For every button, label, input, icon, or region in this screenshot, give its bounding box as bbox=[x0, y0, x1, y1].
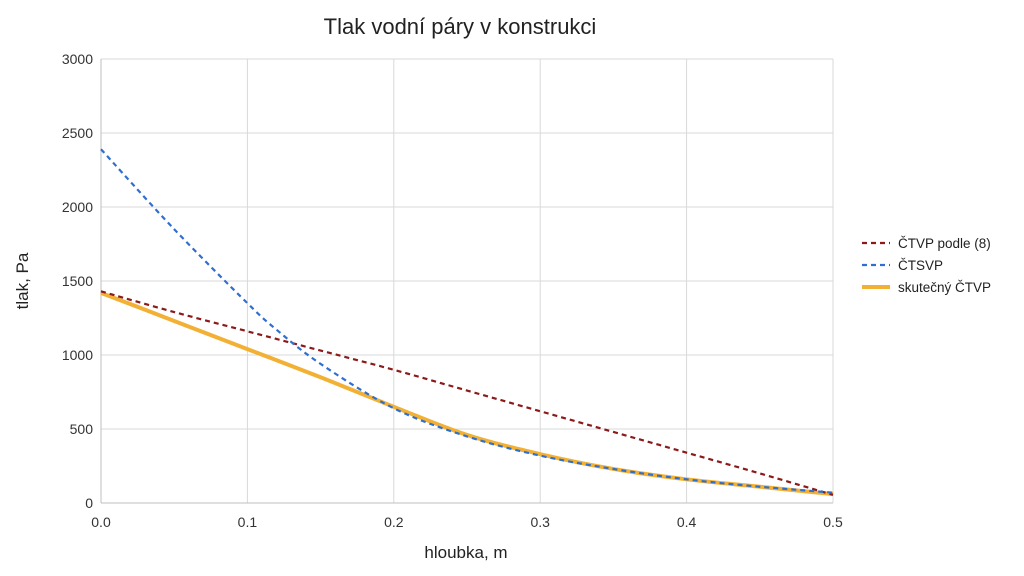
legend-label: skutečný ČTVP bbox=[898, 280, 991, 295]
x-tick-label: 0.2 bbox=[384, 514, 404, 530]
y-tick-label: 1000 bbox=[62, 347, 93, 363]
chart-title: Tlak vodní páry v konstrukci bbox=[324, 14, 597, 39]
series-line-2 bbox=[100, 148, 834, 494]
series-lines bbox=[100, 148, 834, 497]
y-tick-label: 3000 bbox=[62, 51, 93, 67]
y-tick-label: 1500 bbox=[62, 273, 93, 289]
series-line-3 bbox=[100, 290, 834, 497]
y-tick-label: 500 bbox=[70, 421, 94, 437]
x-tick-label: 0.3 bbox=[530, 514, 550, 530]
series-line-1 bbox=[100, 290, 834, 496]
x-tick-label: 0.5 bbox=[823, 514, 843, 530]
x-axis-label: hloubka, m bbox=[424, 543, 507, 562]
legend-label: ČTSVP bbox=[898, 258, 943, 273]
legend: ČTVP podle (8) ČTSVP skutečný ČTVP bbox=[862, 236, 991, 295]
y-tick-label: 2500 bbox=[62, 125, 93, 141]
grid bbox=[100, 58, 834, 504]
x-tick-label: 0.0 bbox=[91, 514, 111, 530]
x-tick-label: 0.1 bbox=[238, 514, 258, 530]
y-tick-label: 2000 bbox=[62, 199, 93, 215]
x-tick-label: 0.4 bbox=[677, 514, 697, 530]
tick-labels: 0 500 1000 1500 2000 2500 3000 0.0 0.1 0.2 0.3 0.4 0… bbox=[62, 51, 843, 530]
legend-label: ČTVP podle (8) bbox=[898, 236, 991, 251]
y-axis-label: tlak, Pa bbox=[13, 252, 32, 309]
y-tick-label: 0 bbox=[85, 495, 93, 511]
